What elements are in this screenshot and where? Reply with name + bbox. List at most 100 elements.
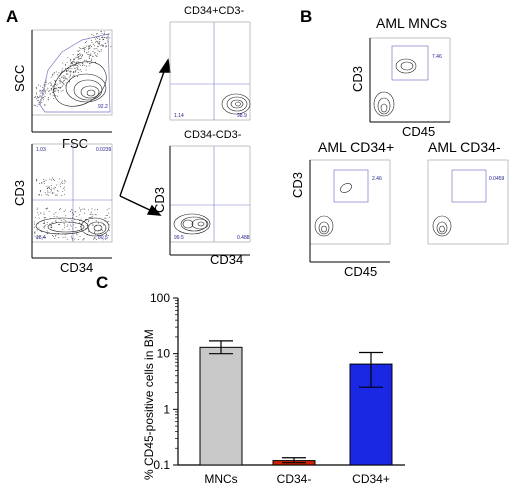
event-dot — [61, 81, 63, 83]
event-dot — [44, 104, 46, 106]
event-dot — [84, 212, 86, 214]
event-dot — [88, 56, 90, 58]
event-dot — [79, 235, 81, 237]
event-dot — [44, 225, 46, 227]
event-dot — [93, 43, 95, 45]
event-dot — [97, 45, 99, 47]
event-dot — [65, 73, 67, 75]
event-dot — [39, 90, 41, 92]
event-dot — [73, 65, 75, 67]
event-dot — [62, 83, 64, 84]
event-dot — [69, 211, 71, 212]
event-dot — [60, 219, 62, 221]
event-dot — [46, 230, 48, 232]
event-dot — [63, 80, 65, 82]
event-dot — [81, 55, 83, 57]
event-dot — [38, 217, 40, 219]
event-dot — [61, 71, 62, 73]
event-dot — [58, 91, 59, 93]
event-dot — [37, 84, 39, 86]
event-dot — [76, 56, 78, 58]
event-dot — [35, 88, 37, 90]
event-dot — [97, 37, 98, 39]
event-dot — [37, 211, 39, 213]
event-dot — [101, 32, 103, 34]
event-dot — [103, 37, 105, 39]
event-dot — [63, 223, 65, 225]
event-dot — [52, 235, 54, 237]
event-dot — [82, 239, 84, 241]
event-dot — [66, 61, 68, 63]
plot-fsc-scc: 92.2 FSC SCC — [12, 29, 113, 151]
event-dot — [88, 221, 90, 223]
event-dot — [104, 36, 106, 38]
event-dot — [37, 97, 39, 99]
event-dot — [108, 235, 110, 236]
event-dot — [52, 94, 54, 96]
event-dot — [57, 74, 58, 76]
event-dot — [93, 52, 95, 54]
event-dot — [96, 239, 98, 240]
event-dot — [43, 90, 45, 92]
event-dot — [58, 87, 60, 89]
event-dot — [46, 233, 48, 235]
event-dot — [79, 214, 81, 216]
event-dot — [39, 191, 41, 193]
event-dot — [33, 104, 35, 106]
event-dot — [103, 33, 105, 35]
event-dot — [76, 65, 78, 66]
event-dot — [97, 234, 99, 236]
event-dot — [55, 194, 57, 196]
quadrant-ll: 99.5 — [174, 235, 184, 241]
y-axis-label: CD3 — [152, 187, 167, 213]
event-dot — [65, 82, 67, 84]
event-dot — [34, 232, 36, 234]
event-dot — [75, 232, 77, 234]
gate-percentage: 7.46 — [432, 54, 442, 60]
event-dot — [57, 95, 59, 97]
event-dot — [51, 190, 53, 192]
event-dot — [95, 36, 97, 38]
event-dot — [105, 238, 107, 240]
panel-letter-c: C — [96, 273, 108, 292]
event-dot — [49, 191, 51, 193]
event-dot — [88, 220, 90, 222]
x-axis-label: CD34 — [210, 252, 243, 267]
event-dot — [59, 209, 61, 210]
event-dot — [66, 226, 68, 228]
event-dot — [59, 186, 61, 188]
event-dot — [34, 226, 35, 228]
event-dot — [34, 95, 36, 97]
event-dot — [96, 47, 98, 49]
event-dot — [97, 53, 99, 55]
event-dot — [100, 228, 102, 230]
y-axis-label: SCC — [12, 65, 27, 92]
event-dot — [55, 87, 57, 89]
event-dot — [61, 180, 63, 182]
gating-arrows — [119, 58, 171, 216]
event-dot — [92, 213, 94, 215]
event-dot — [42, 181, 44, 183]
event-dot — [106, 215, 108, 217]
event-dot — [98, 44, 100, 46]
event-dot — [89, 47, 91, 49]
event-dot — [49, 178, 51, 180]
event-dot — [59, 183, 61, 185]
event-dot — [61, 70, 63, 71]
event-dot — [54, 221, 56, 223]
event-dot — [60, 86, 62, 88]
event-dot — [49, 188, 50, 190]
event-dot — [88, 47, 89, 49]
event-dot — [50, 179, 52, 181]
event-dot — [38, 97, 40, 98]
event-dot — [64, 189, 66, 191]
event-dot — [89, 214, 91, 216]
event-dot — [68, 228, 70, 230]
event-dot — [41, 194, 42, 196]
event-dot — [46, 185, 48, 187]
event-dot — [58, 236, 60, 238]
event-dot — [52, 177, 54, 179]
event-dot — [109, 216, 111, 218]
event-dot — [86, 225, 88, 227]
event-dot — [97, 42, 99, 44]
